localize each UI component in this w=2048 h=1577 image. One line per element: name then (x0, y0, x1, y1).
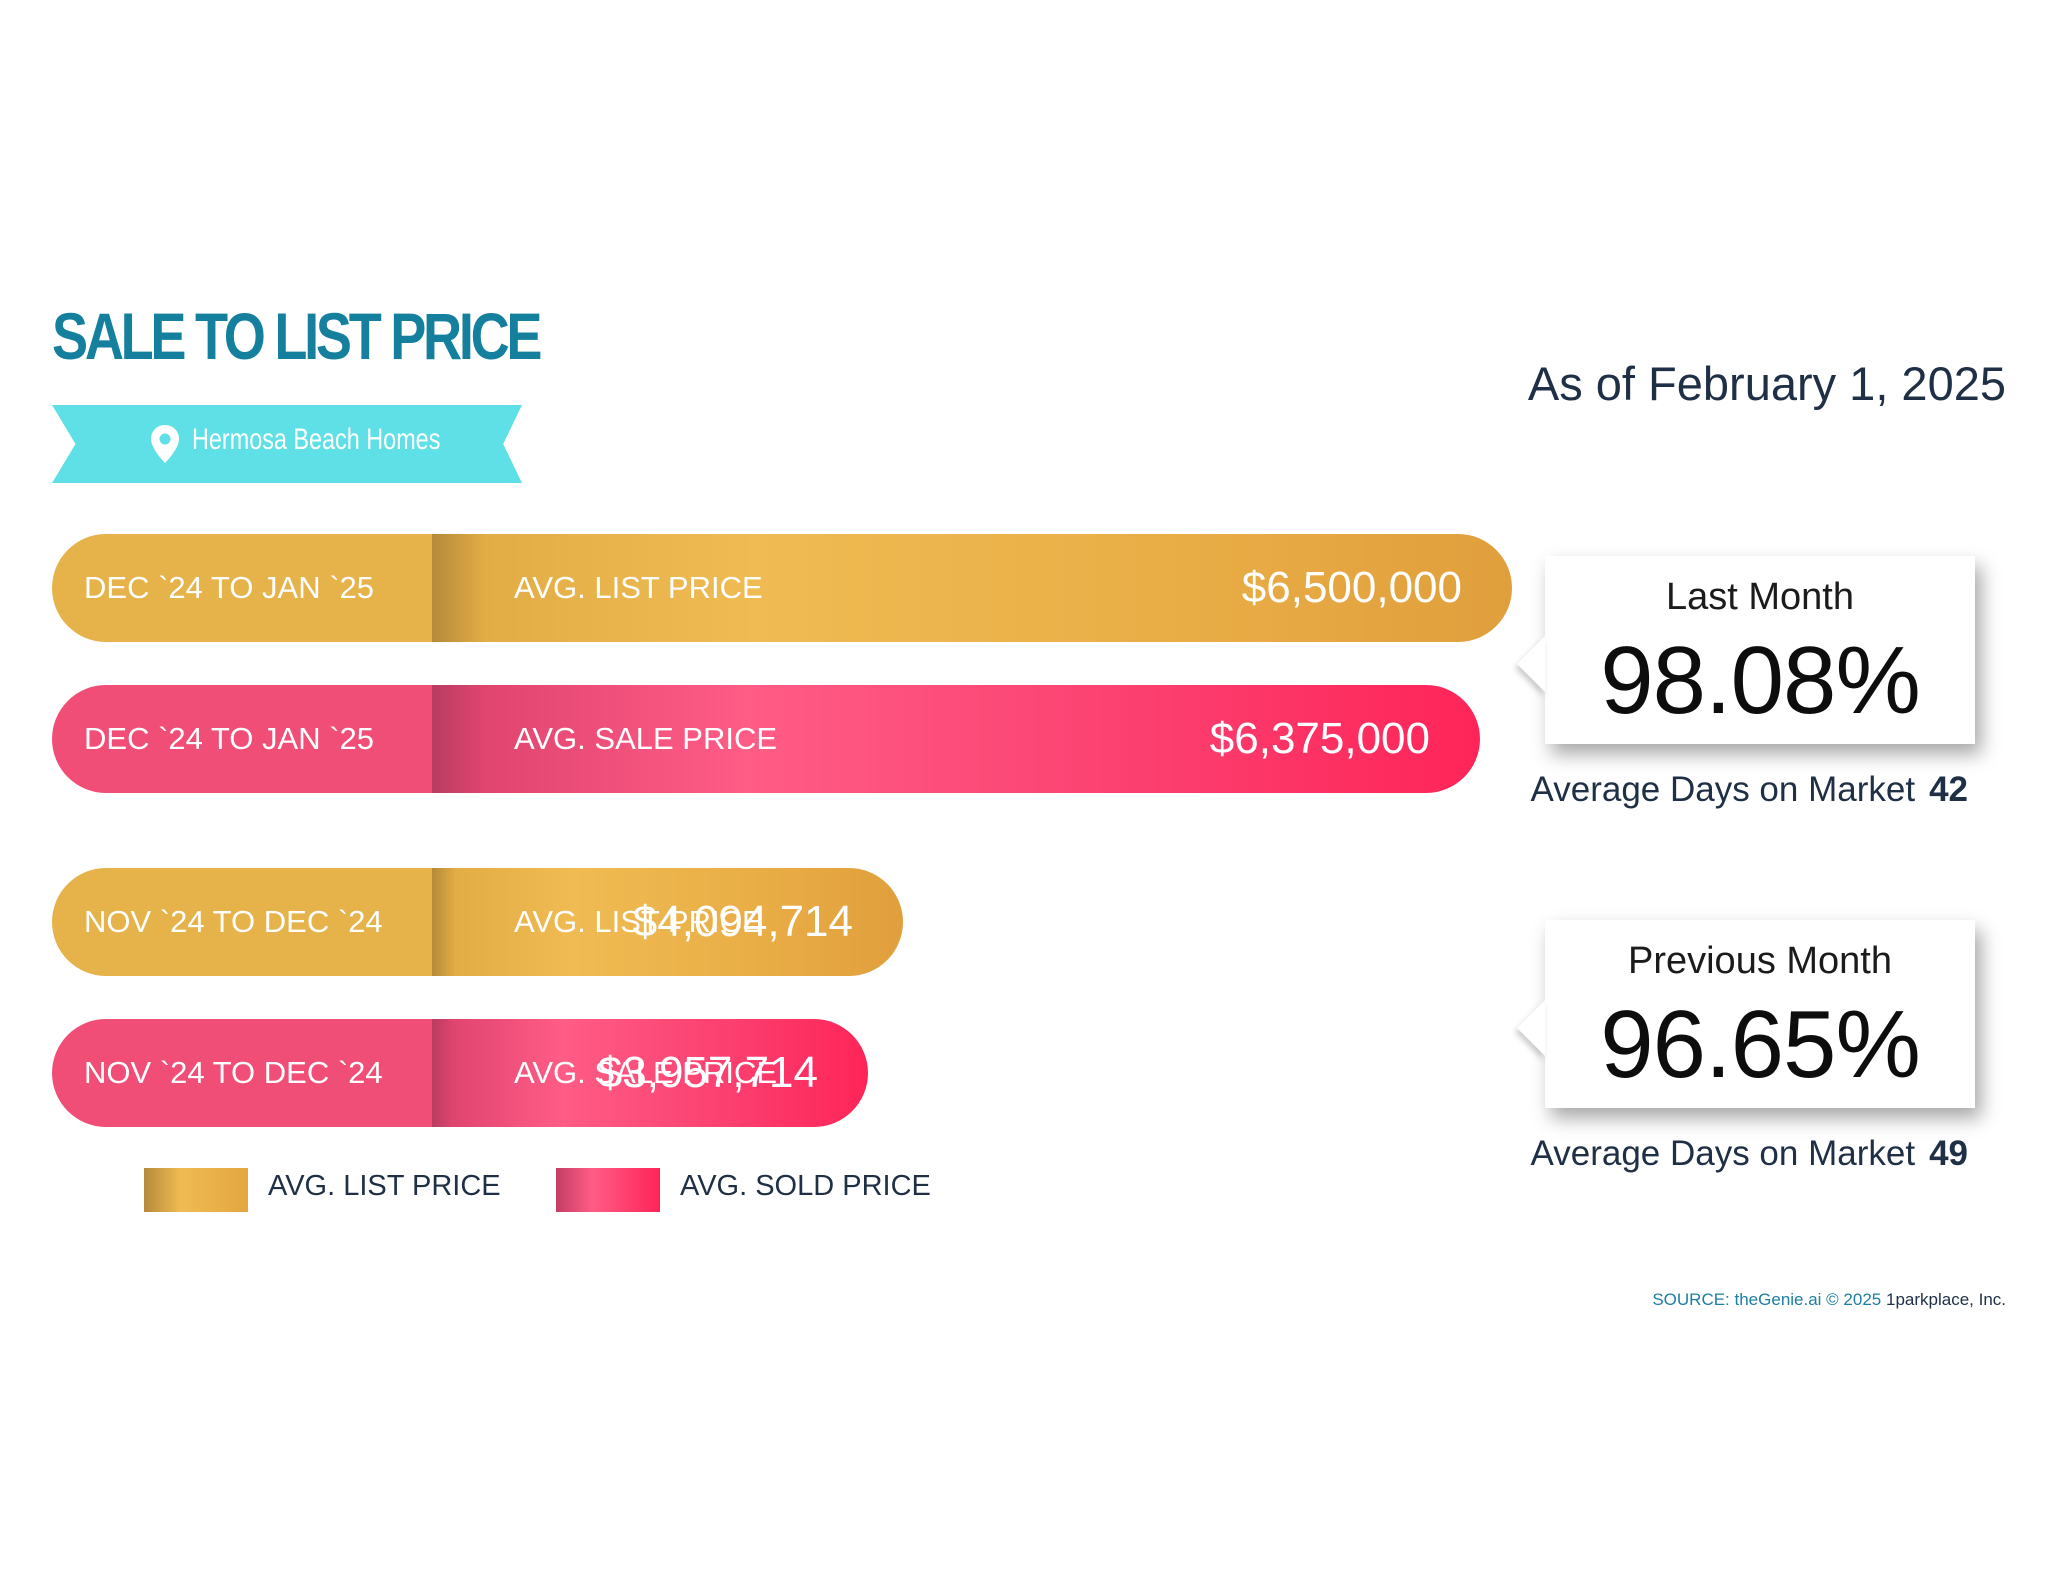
days-on-market-previous: Average Days on Market 49 (1531, 1134, 1968, 1174)
callout-label: Last Month (1666, 576, 1854, 618)
bar-fill: AVG. SALE PRICE $3,957,714 (432, 1019, 868, 1127)
bar-metric-label: AVG. LIST PRICE (514, 904, 763, 939)
bar-metric-label: AVG. SALE PRICE (514, 721, 778, 756)
bar-period-label: NOV `24 TO DEC `24 (52, 868, 432, 976)
legend-label-list: AVG. LIST PRICE (268, 1170, 501, 1202)
callout-previous-month: Previous Month 96.65% (1545, 920, 1975, 1108)
bar-period-label: NOV `24 TO DEC `24 (52, 1019, 432, 1127)
map-pin-icon (151, 425, 179, 463)
bar-fill: AVG. LIST PRICE $6,500,000 (432, 534, 1512, 642)
bar-period-label: DEC `24 TO JAN `25 (52, 534, 432, 642)
bar-metric-label: AVG. LIST PRICE (514, 570, 763, 605)
bar-sale-price-current: DEC `24 TO JAN `25 AVG. SALE PRICE $6,37… (52, 685, 1480, 793)
bar-value-label: $4,094,714 (632, 897, 853, 946)
callout-label: Previous Month (1627, 940, 1892, 982)
dom-label: Average Days on Market (1530, 1134, 1916, 1173)
legend-swatch-sold (556, 1168, 660, 1212)
source-text: SOURCE: theGenie.ai © 2025 (1652, 1290, 1882, 1309)
dom-value: 42 (1929, 770, 1968, 809)
callout-value: 98.08% (1600, 627, 1921, 734)
legend-swatch-list (144, 1168, 248, 1212)
bar-list-price-previous: NOV `24 TO DEC `24 AVG. LIST PRICE $4,09… (52, 868, 903, 976)
bar-period-label: DEC `24 TO JAN `25 (52, 685, 432, 793)
bar-metric-label: AVG. SALE PRICE (514, 1055, 778, 1090)
location-label: Hermosa Beach Homes (192, 423, 441, 456)
callout-value: 96.65% (1600, 991, 1921, 1098)
bar-value-label: $6,500,000 (1241, 563, 1462, 612)
callout-last-month: Last Month 98.08% (1545, 556, 1975, 744)
bar-fill: AVG. SALE PRICE $6,375,000 (432, 685, 1480, 793)
location-ribbon: Hermosa Beach Homes (52, 405, 522, 483)
source-credit: SOURCE: theGenie.ai © 2025 1parkplace, I… (1652, 1290, 2006, 1310)
bar-value-label: $3,957,714 (597, 1048, 818, 1097)
bar-fill: AVG. LIST PRICE $4,094,714 (432, 868, 903, 976)
days-on-market-last: Average Days on Market 42 (1531, 770, 1968, 810)
as-of-date: As of February 1, 2025 (1527, 357, 2006, 410)
page-title: SALE TO LIST PRICE (52, 299, 543, 373)
bar-sale-price-previous: NOV `24 TO DEC `24 AVG. SALE PRICE $3,95… (52, 1019, 868, 1127)
source-company: 1parkplace, Inc. (1885, 1290, 2006, 1309)
bar-list-price-current: DEC `24 TO JAN `25 AVG. LIST PRICE $6,50… (52, 534, 1512, 642)
bar-value-label: $6,375,000 (1209, 714, 1430, 763)
legend-label-sold: AVG. SOLD PRICE (680, 1170, 931, 1202)
dom-label: Average Days on Market (1530, 770, 1916, 809)
dom-value: 49 (1929, 1134, 1968, 1173)
